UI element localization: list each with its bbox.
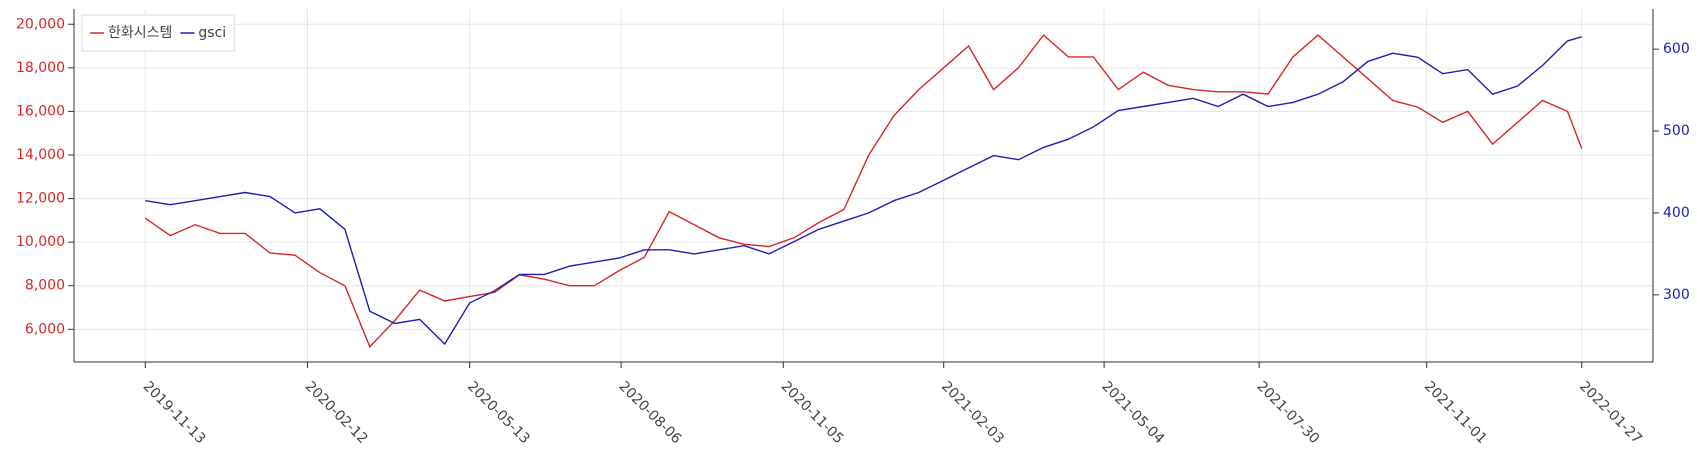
y-tick-label: 14,000 xyxy=(16,147,65,163)
y-tick-label: 20,000 xyxy=(16,16,65,32)
legend-label: 한화시스템 xyxy=(108,25,172,41)
x-tick-label: 2020-08-06 xyxy=(615,378,684,447)
y2-tick-label: 600 xyxy=(1663,41,1690,57)
y-tick-label: 10,000 xyxy=(16,234,65,250)
x-tick-label: 2022-01-27 xyxy=(1576,378,1645,447)
x-tick-label: 2020-05-13 xyxy=(464,378,533,447)
x-tick-label: 2019-11-13 xyxy=(140,378,209,447)
x-tick-label: 2021-11-01 xyxy=(1421,378,1490,447)
series-line xyxy=(145,36,1582,346)
y2-tick-label: 400 xyxy=(1663,205,1690,221)
x-tick-label: 2020-11-05 xyxy=(778,378,847,447)
y-tick-label: 16,000 xyxy=(16,103,65,119)
x-tick-label: 2021-05-04 xyxy=(1098,378,1167,447)
series-line xyxy=(144,34,1583,348)
y-tick-label: 18,000 xyxy=(16,60,65,76)
y2-tick-label: 500 xyxy=(1663,123,1690,139)
legend: 한화시스템 gsci xyxy=(81,14,235,52)
y2-tick-label: 300 xyxy=(1663,287,1690,303)
x-tick-label: 2021-07-30 xyxy=(1253,378,1322,447)
y-tick-label: 6,000 xyxy=(25,321,65,337)
x-tick-label: 2020-02-12 xyxy=(302,378,371,447)
y-tick-label: 12,000 xyxy=(16,191,65,207)
legend-box xyxy=(81,14,235,52)
plot-area xyxy=(74,9,1653,362)
x-tick-label: 2021-02-03 xyxy=(938,378,1007,447)
legend-label: gsci xyxy=(198,25,226,41)
y-tick-label: 8,000 xyxy=(25,278,65,294)
